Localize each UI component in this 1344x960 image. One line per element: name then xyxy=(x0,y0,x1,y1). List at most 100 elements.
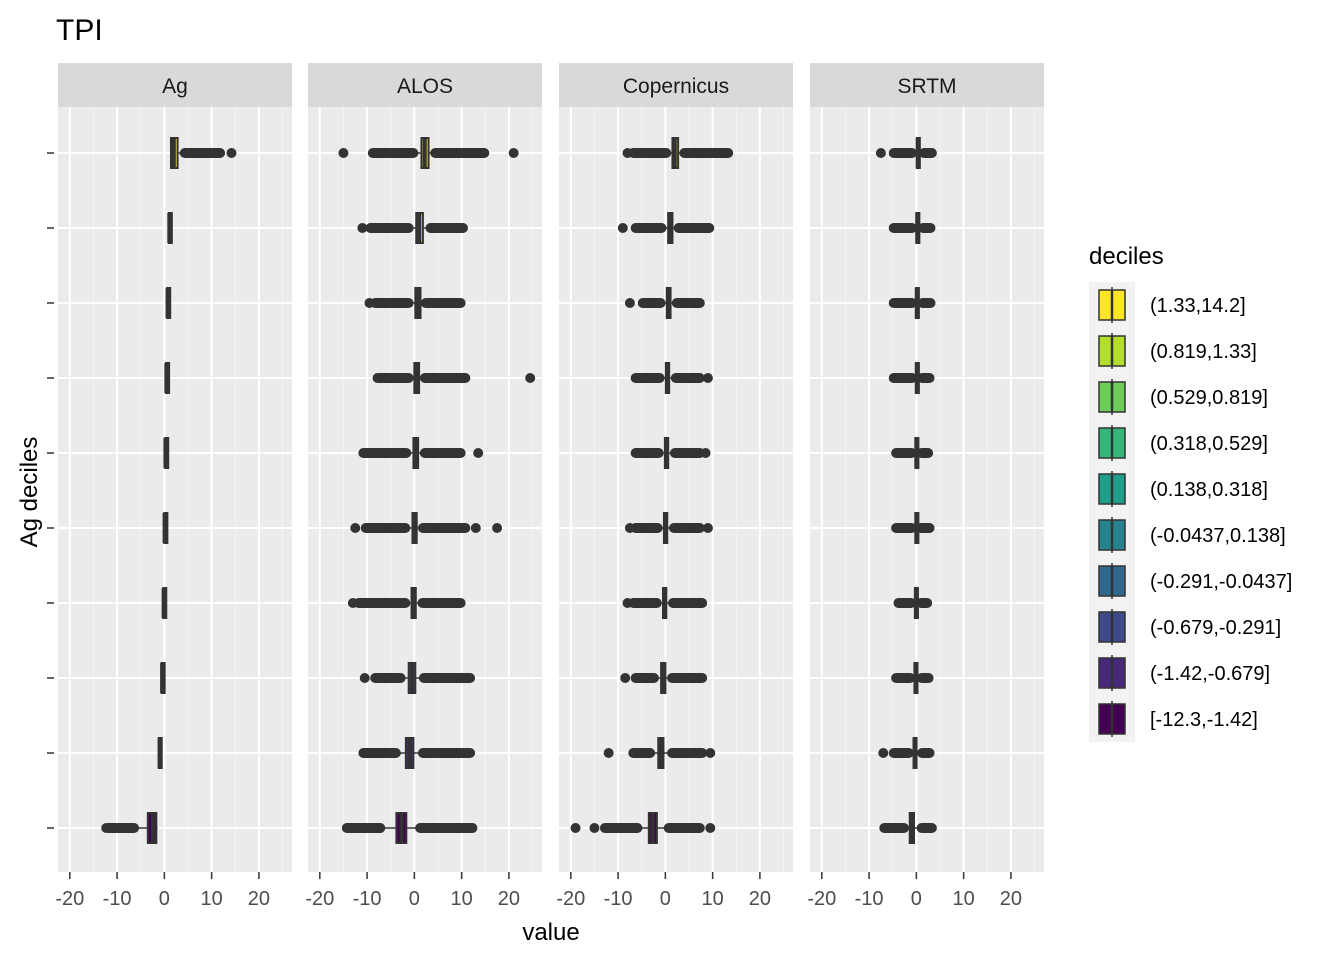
legend-label: (-0.291,-0.0437] xyxy=(1150,571,1292,593)
box-0 xyxy=(875,137,937,169)
box-8 xyxy=(157,737,163,769)
box-1 xyxy=(167,212,173,244)
outlier-band xyxy=(670,373,705,383)
outlier-band xyxy=(891,673,916,683)
box-6 xyxy=(347,587,466,619)
legend-item: [-12.3,-1.42] xyxy=(1094,701,1258,737)
box-2 xyxy=(165,287,172,319)
box-3 xyxy=(164,362,171,394)
outlier-point xyxy=(101,823,112,833)
facet-panel-copernicus: Copernicus -20 -10 0 10 20 xyxy=(556,63,793,910)
outlier-band xyxy=(430,148,490,158)
outlier-band xyxy=(103,823,140,833)
facet-strip xyxy=(58,63,292,107)
box-1 xyxy=(888,212,936,244)
y-axis-title: Ag deciles xyxy=(16,437,43,548)
outlier-band xyxy=(917,298,936,308)
x-tick-label: -20 xyxy=(556,888,585,910)
box-8 xyxy=(603,737,716,769)
box-3 xyxy=(630,362,713,394)
outlier-point xyxy=(617,223,628,233)
outlier-band xyxy=(630,373,665,383)
outlier-band xyxy=(628,748,656,758)
x-tick-label: 10 xyxy=(702,888,724,910)
outlier-band xyxy=(358,748,401,758)
outlier-band xyxy=(916,673,934,683)
box-5 xyxy=(624,512,713,544)
box-8 xyxy=(878,737,935,769)
legend-label: (-0.0437,0.138] xyxy=(1150,525,1286,547)
outlier-point xyxy=(624,523,635,533)
outlier-band xyxy=(419,373,471,383)
box-3 xyxy=(372,362,536,394)
outlier-band xyxy=(420,298,466,308)
x-tick-label: 10 xyxy=(201,888,223,910)
facet-panel-ag: Ag -20 -10 0 10 20 xyxy=(55,63,292,910)
outlier-band xyxy=(663,823,705,833)
outlier-band xyxy=(916,823,937,833)
outlier-point xyxy=(350,523,361,533)
outlier-band xyxy=(358,448,412,458)
outlier-band xyxy=(918,223,936,233)
outlier-point xyxy=(603,748,614,758)
legend-label: (0.529,0.819] xyxy=(1150,387,1268,409)
box-7 xyxy=(620,662,708,694)
outlier-point xyxy=(702,523,713,533)
outlier-band xyxy=(888,373,918,383)
x-tick-label: -10 xyxy=(604,888,633,910)
box-0 xyxy=(169,137,237,169)
outlier-band xyxy=(628,148,672,158)
outlier-band xyxy=(419,448,466,458)
legend-item: (-0.679,-0.291] xyxy=(1094,609,1281,645)
box-7 xyxy=(359,662,476,694)
box-0 xyxy=(622,137,734,169)
box-9 xyxy=(341,812,478,844)
x-tick-label: 0 xyxy=(159,888,170,910)
legend-item: (-1.42,-0.679] xyxy=(1094,655,1270,691)
outlier-band xyxy=(916,448,934,458)
outlier-band xyxy=(353,598,411,608)
legend-label: (0.138,0.318] xyxy=(1150,479,1268,501)
x-axis-title: value xyxy=(522,919,579,946)
outlier-point xyxy=(508,148,519,158)
outlier-band xyxy=(916,598,933,608)
outlier-point xyxy=(525,373,536,383)
x-tick-label: 0 xyxy=(660,888,671,910)
chart-title: TPI xyxy=(56,14,103,47)
legend-item: (-0.0437,0.138] xyxy=(1094,517,1286,553)
x-tick-label: -20 xyxy=(305,888,334,910)
outlier-band xyxy=(425,223,468,233)
facet-strip xyxy=(810,63,1044,107)
legend-title: deciles xyxy=(1089,243,1164,270)
box-5 xyxy=(162,512,169,544)
x-tick-label: -20 xyxy=(807,888,836,910)
panel-background xyxy=(810,107,1044,872)
outlier-band xyxy=(879,823,910,833)
outlier-band xyxy=(630,523,663,533)
outlier-band xyxy=(888,748,914,758)
outlier-band xyxy=(667,598,708,608)
box-6 xyxy=(161,587,168,619)
outlier-band xyxy=(637,298,666,308)
facet-strip-label: ALOS xyxy=(397,75,453,98)
box-3 xyxy=(888,362,935,394)
outlier-point xyxy=(705,748,716,758)
box-5 xyxy=(891,512,935,544)
outlier-band xyxy=(891,448,917,458)
legend-item: (-0.291,-0.0437] xyxy=(1094,563,1292,599)
outlier-band xyxy=(179,148,226,158)
legend-item: (0.819,1.33] xyxy=(1094,333,1257,369)
outlier-band xyxy=(888,298,918,308)
box-8 xyxy=(358,737,476,769)
facet-strip xyxy=(308,63,542,107)
outlier-point xyxy=(338,148,349,158)
x-tick-label: 0 xyxy=(409,888,420,910)
outlier-band xyxy=(360,523,411,533)
facet-panels: Ag -20 -10 0 10 20 ALOS -20 -10 0 10 20 Copernicus -2… xyxy=(47,63,1044,910)
outlier-band xyxy=(417,598,466,608)
legend-item: (0.318,0.529] xyxy=(1094,425,1268,461)
box-7 xyxy=(891,662,934,694)
x-tick-label: -10 xyxy=(103,888,132,910)
outlier-point xyxy=(620,673,631,683)
facet-strip-label: Ag xyxy=(162,75,188,98)
